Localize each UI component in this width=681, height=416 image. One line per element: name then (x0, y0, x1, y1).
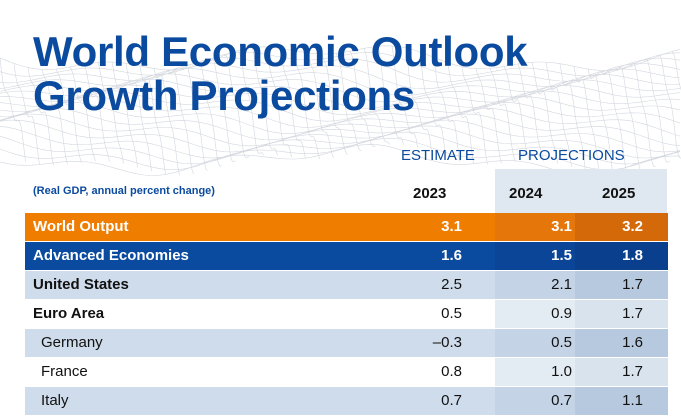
value-2024: 3.1 (551, 218, 572, 235)
value-2025: 1.1 (622, 392, 643, 409)
row-label: Euro Area (33, 305, 105, 322)
table-row-united-states: United States 2.5 2.1 1.7 (25, 271, 668, 300)
value-2024: 0.5 (551, 334, 572, 351)
value-2023: 2.5 (441, 276, 462, 293)
table-row-italy: Italy 0.7 0.7 1.1 (25, 387, 668, 416)
value-2023: 3.1 (441, 218, 462, 235)
estimate-header: ESTIMATE (401, 147, 475, 164)
value-2024: 0.9 (551, 305, 572, 322)
value-2023: 0.8 (441, 363, 462, 380)
table-subtitle: (Real GDP, annual percent change) (33, 185, 215, 197)
value-2025: 1.7 (622, 305, 643, 322)
value-2025: 1.7 (622, 363, 643, 380)
year-header-2024: 2024 (509, 185, 543, 202)
value-2023: 1.6 (441, 247, 462, 264)
value-2024: 2.1 (551, 276, 572, 293)
growth-table: World Output 3.1 3.1 3.2 Advanced Econom… (25, 213, 668, 416)
value-2023: 0.5 (441, 305, 462, 322)
value-2025: 1.8 (622, 247, 643, 264)
table-row-world-output: World Output 3.1 3.1 3.2 (25, 213, 668, 242)
title-line-2: Growth Projections (33, 72, 415, 119)
value-2024: 0.7 (551, 392, 572, 409)
title-line-1: World Economic Outlook (33, 28, 528, 75)
value-2024: 1.0 (551, 363, 572, 380)
table-row-germany: Germany –0.3 0.5 1.6 (25, 329, 668, 358)
value-2023: –0.3 (432, 334, 462, 351)
row-label: United States (33, 276, 129, 293)
page-title: World Economic Outlook Growth Projection… (33, 28, 528, 119)
row-label: Germany (41, 334, 103, 351)
value-2025: 1.6 (622, 334, 643, 351)
value-2025: 3.2 (622, 218, 643, 235)
row-label: Advanced Economies (33, 247, 189, 264)
background-mesh-graphic (0, 45, 681, 176)
table-row-euro-area: Euro Area 0.5 0.9 1.7 (25, 300, 668, 329)
projections-header: PROJECTIONS (518, 147, 625, 164)
row-label: France (41, 363, 88, 380)
value-2023: 0.7 (441, 392, 462, 409)
year-header-2025: 2025 (602, 185, 636, 202)
row-label: World Output (33, 218, 129, 235)
year-header-2023: 2023 (413, 185, 447, 202)
value-2025: 1.7 (622, 276, 643, 293)
table-row-advanced-economies: Advanced Economies 1.6 1.5 1.8 (25, 242, 668, 271)
value-2024: 1.5 (551, 247, 572, 264)
table-row-france: France 0.8 1.0 1.7 (25, 358, 668, 387)
